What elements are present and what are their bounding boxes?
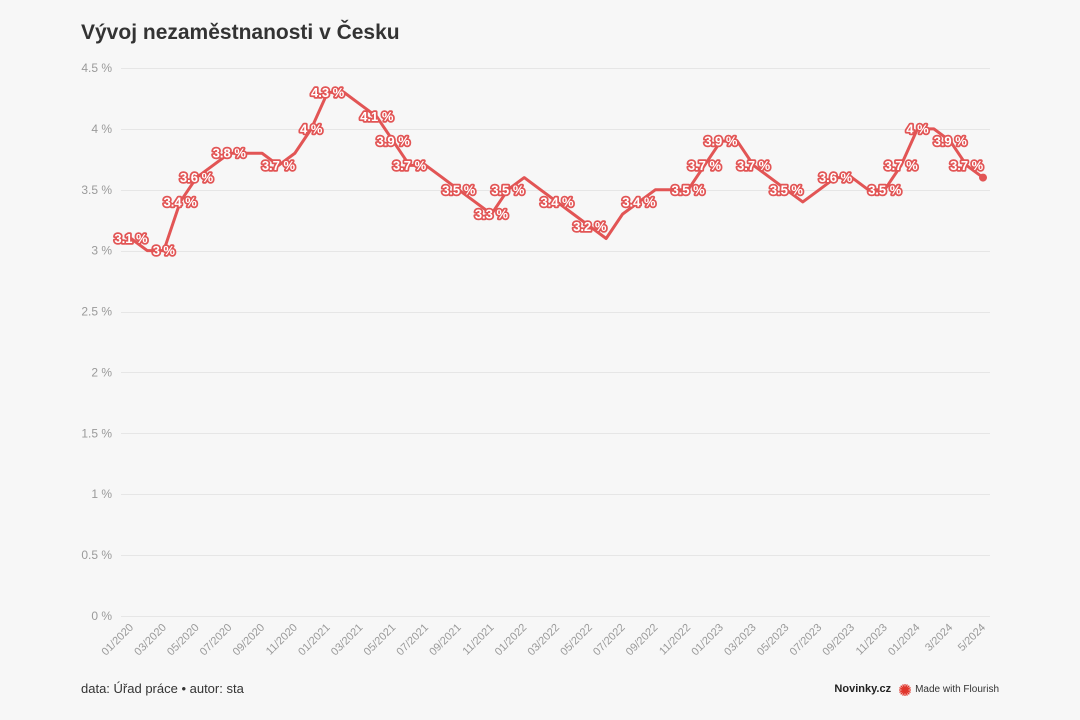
x-tick-label: 09/2023 xyxy=(820,622,857,659)
data-point[interactable] xyxy=(356,101,364,109)
data-label: 3.9 % xyxy=(377,134,411,149)
series-line xyxy=(129,90,985,253)
x-tick-label: 01/2022 xyxy=(493,622,530,659)
x-tick-label: 11/2022 xyxy=(657,622,693,658)
data-point[interactable] xyxy=(258,149,266,157)
data-label: 4 % xyxy=(906,121,929,136)
y-tick-label: 1 % xyxy=(91,487,112,501)
x-tick-label: 3/2024 xyxy=(923,622,955,654)
data-point[interactable] xyxy=(815,186,823,194)
data-label: 3.7 % xyxy=(884,158,918,173)
data-label: 3.5 % xyxy=(868,182,902,197)
y-tick-label: 3 % xyxy=(91,244,112,258)
source-note: data: Úřad práce • autor: sta xyxy=(81,681,244,696)
x-tick-label: 5/2024 xyxy=(956,622,988,654)
y-tick-label: 0.5 % xyxy=(81,548,112,562)
x-tick-label: 11/2021 xyxy=(461,622,497,658)
x-tick-label: 07/2023 xyxy=(788,622,825,659)
data-point[interactable] xyxy=(471,198,479,206)
data-label: 3 % xyxy=(153,243,176,258)
data-label: 3.8 % xyxy=(213,146,247,161)
x-tick-label: 05/2023 xyxy=(755,622,792,659)
data-label: 3.9 % xyxy=(934,134,968,149)
x-tick-label: 07/2022 xyxy=(591,622,628,659)
data-point[interactable] xyxy=(291,149,299,157)
data-label: 3.5 % xyxy=(770,182,804,197)
x-tick-label: 09/2022 xyxy=(624,622,661,659)
last-point-marker xyxy=(979,173,987,182)
x-tick-label: 11/2023 xyxy=(854,622,890,658)
x-tick-label: 07/2021 xyxy=(394,622,431,659)
data-label: 3.6 % xyxy=(819,170,853,185)
x-tick-label: 09/2021 xyxy=(427,622,464,659)
data-label: 3.3 % xyxy=(475,207,509,222)
data-labels: 3.1 % 3 % 3.4 % 3.6 % 3.8 % 3.7 % 4 % 4.3 % 4.1 … xyxy=(113,83,986,260)
data-point[interactable] xyxy=(520,174,528,182)
data-label: 4.3 % xyxy=(311,85,345,100)
x-tick-label: 03/2020 xyxy=(132,622,169,659)
data-label: 3.5 % xyxy=(671,182,705,197)
data-point[interactable] xyxy=(930,125,938,133)
data-label: 3.2 % xyxy=(573,219,607,234)
x-tick-label: 01/2021 xyxy=(296,622,333,659)
y-tick-label: 1.5 % xyxy=(81,426,112,440)
series xyxy=(129,90,987,255)
x-tick-label: 03/2022 xyxy=(526,622,563,659)
x-axis: 01/202003/202005/202007/202009/202011/20… xyxy=(100,622,989,659)
x-tick-label: 05/2021 xyxy=(362,622,399,659)
y-tick-label: 4.5 % xyxy=(81,61,112,75)
data-label: 3.9 % xyxy=(704,134,738,149)
x-tick-label: 03/2021 xyxy=(329,622,366,659)
data-label: 4.1 % xyxy=(360,109,394,124)
chart-title: Vývoj nezaměstnanosti v Česku xyxy=(81,21,400,44)
data-label: 3.4 % xyxy=(164,194,198,209)
y-axis: 0 % 0.5 % 1 % 1.5 % 2 % 2.5 % 3 % 3.5 % 4 % 4.5 % xyxy=(81,61,112,623)
x-tick-label: 01/2024 xyxy=(886,622,923,659)
y-tick-label: 2 % xyxy=(91,365,112,379)
data-point[interactable] xyxy=(619,210,627,218)
y-tick-label: 0 % xyxy=(91,609,112,623)
x-tick-label: 05/2020 xyxy=(165,622,202,659)
y-tick-label: 4 % xyxy=(91,122,112,136)
data-label: 3.5 % xyxy=(491,182,525,197)
data-label: 3.7 % xyxy=(262,158,296,173)
data-point[interactable] xyxy=(209,161,217,169)
data-point[interactable] xyxy=(569,210,577,218)
data-point[interactable] xyxy=(651,186,659,194)
data-point[interactable] xyxy=(438,174,446,182)
x-tick-label: 01/2023 xyxy=(689,622,726,659)
gridlines xyxy=(121,68,990,617)
x-tick-label: 03/2023 xyxy=(722,622,759,659)
data-point[interactable] xyxy=(799,198,807,206)
publisher-logo[interactable]: Novinky.cz xyxy=(834,683,892,695)
data-label: 3.4 % xyxy=(540,194,574,209)
data-point[interactable] xyxy=(766,174,774,182)
x-tick-label: 07/2020 xyxy=(198,622,235,659)
data-label: 3.6 % xyxy=(180,170,214,185)
credits: Novinky.cz Made with Flourish xyxy=(834,680,999,698)
x-tick-label: 01/2020 xyxy=(100,622,137,659)
data-point[interactable] xyxy=(143,247,151,255)
data-point[interactable] xyxy=(537,186,545,194)
data-label: 3.7 % xyxy=(688,158,722,173)
data-point[interactable] xyxy=(602,234,610,242)
data-label: 3.7 % xyxy=(950,158,984,173)
data-label: 3.4 % xyxy=(622,194,656,209)
flourish-credit-label[interactable]: Made with Flourish xyxy=(915,683,999,695)
x-tick-label: 09/2020 xyxy=(231,622,268,659)
y-tick-label: 3.5 % xyxy=(81,183,112,197)
x-tick-label: 05/2022 xyxy=(558,622,595,659)
flourish-logo-icon xyxy=(898,683,912,697)
data-label: 3.5 % xyxy=(442,182,476,197)
x-tick-label: 11/2020 xyxy=(264,622,300,658)
data-label: 3.1 % xyxy=(114,231,148,246)
data-label: 3.7 % xyxy=(393,158,427,173)
data-label: 4 % xyxy=(300,121,323,136)
data-label: 3.7 % xyxy=(737,158,771,173)
y-tick-label: 2.5 % xyxy=(81,305,112,319)
